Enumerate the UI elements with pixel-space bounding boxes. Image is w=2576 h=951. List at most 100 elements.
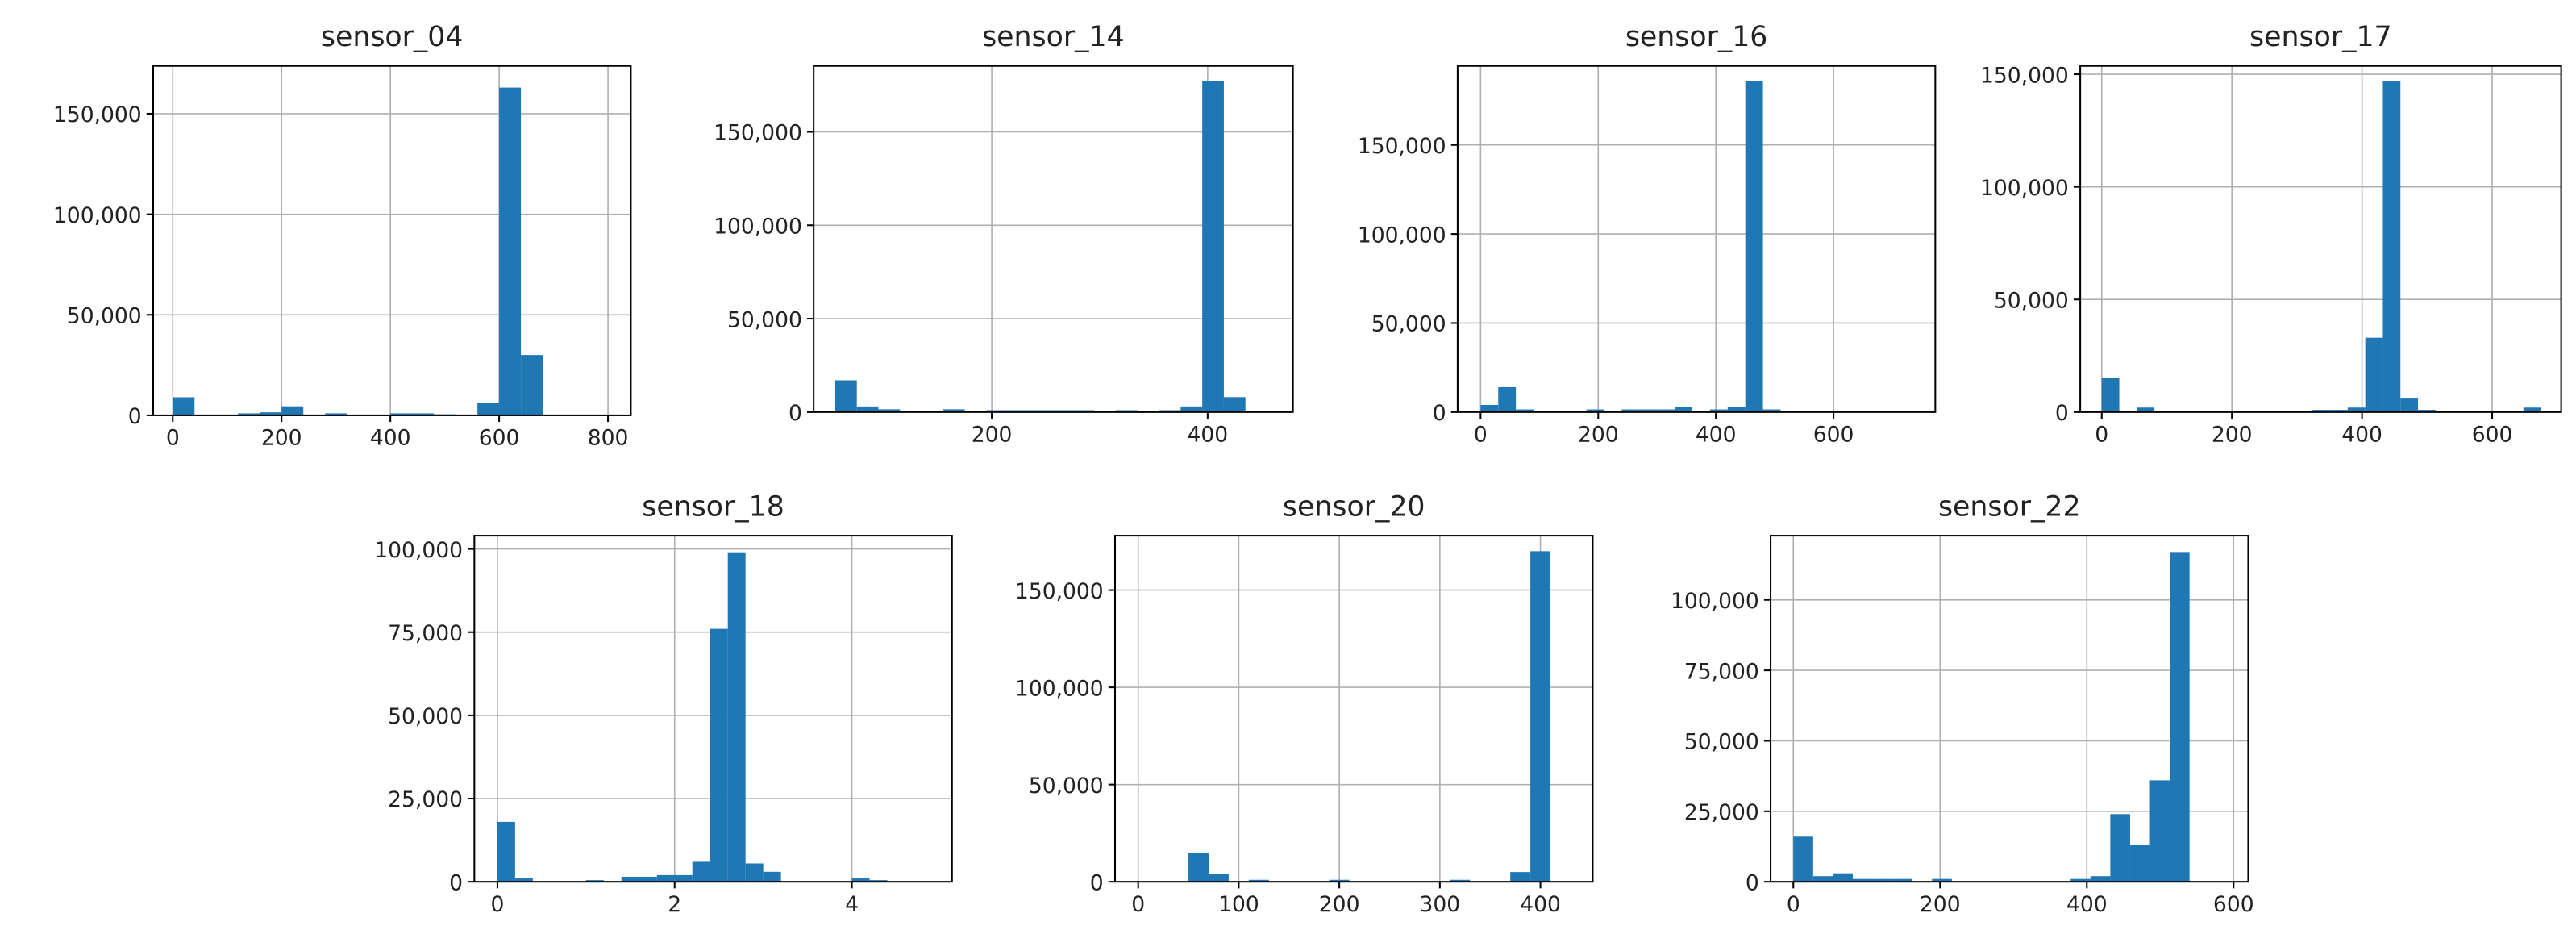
histogram-bar [477,403,500,415]
histogram-bar [260,412,282,415]
x-tick-label: 400 [370,426,411,451]
x-tick-label: 2 [668,892,681,917]
chart-title: sensor_22 [1938,491,2081,523]
x-tick-label: 0 [1474,423,1488,448]
histogram-bar [834,380,857,412]
histogram-bar [674,874,693,882]
x-tick-label: 0 [2095,423,2108,448]
histogram-bar [856,406,879,412]
y-tick-label: 150,000 [1358,134,1446,159]
y-tick-label: 50,000 [1994,288,2069,313]
chart-title: sensor_14 [982,21,1125,53]
subplot: 0 200 400 600 0 50,000 100,000 150,000 sensor_17 [1980,21,2562,448]
histogram-bar [1116,410,1138,412]
histogram-bar [2110,814,2130,882]
histogram-bar [869,880,888,882]
histogram-bar [1709,409,1728,412]
axes-frame [473,535,953,883]
y-tick-label: 25,000 [388,787,463,812]
y-tick-label: 0 [1746,870,1759,895]
histogram-bar [1727,407,1746,412]
histogram-bar [1188,853,1209,882]
histogram-bar [390,413,413,415]
y-tick-label: 150,000 [53,102,142,127]
histogram-bar [521,355,543,415]
histogram-bar [1586,409,1604,412]
x-tick-label: 600 [2472,423,2513,448]
histogram-bar [1498,386,1517,412]
x-tick-label: 400 [1188,423,1229,448]
histogram-bar [1051,410,1073,412]
histogram-bar [325,413,347,415]
histogram-bar [2070,878,2091,882]
histogram-bar [2365,337,2383,412]
histogram-bar [1248,879,1269,882]
y-tick-label: 100,000 [714,214,802,239]
histogram-bar [656,874,675,882]
axes-frame [1456,65,1937,413]
y-tick-label: 0 [1090,870,1104,895]
y-tick-label: 100,000 [1015,676,1104,701]
x-tick-label: 200 [972,423,1013,448]
chart-title: sensor_16 [1625,21,1768,53]
histogram-bar [1932,878,1952,882]
y-tick-label: 0 [449,870,463,895]
x-tick-label: 200 [2212,423,2253,448]
histogram-bar [1329,879,1350,882]
histogram-bar [1223,397,1246,412]
histogram-bar [1852,878,1873,882]
histogram-bar [173,397,195,415]
histogram-bar [943,409,965,412]
histogram-bar [2347,407,2366,412]
x-tick-label: 400 [1696,423,1737,448]
chart-title: sensor_04 [321,21,464,53]
y-tick-label: 150,000 [1015,579,1104,604]
y-tick-label: 50,000 [1371,312,1446,337]
subplot: 0 200 400 600 800 0 50,000 100,000 150,000 sensor… [53,21,632,451]
histogram-bar [2149,780,2170,882]
histogram-bar [1208,874,1229,882]
y-tick-label: 0 [1433,401,1446,426]
y-tick-label: 100,000 [1980,176,2069,201]
histogram-bar [745,863,764,882]
y-tick-label: 50,000 [1029,774,1104,799]
x-tick-label: 400 [2066,892,2108,917]
x-tick-label: 800 [588,426,629,451]
y-tick-label: 50,000 [727,307,802,332]
histogram-bar [499,87,522,415]
y-tick-label: 50,000 [1684,730,1759,755]
subplot: 0 200 400 600 0 25,000 50,000 75,000 100,000 sens… [1671,491,2254,917]
x-tick-label: 600 [1813,423,1854,448]
histogram-bar [2137,407,2155,412]
histogram-bar [2523,407,2541,412]
histogram-bar [1530,551,1551,882]
chart-title: sensor_17 [2249,21,2392,53]
histogram-bar [1833,873,1853,882]
histogram-bar [621,876,639,882]
histogram-bar [851,878,870,882]
x-tick-label: 0 [1787,892,1800,917]
x-tick-label: 600 [479,426,520,451]
y-tick-label: 100,000 [1671,589,1759,614]
y-tick-label: 100,000 [53,203,142,228]
y-tick-label: 150,000 [714,121,802,146]
histogram-bar [1480,405,1499,412]
histogram-bar [1516,409,1534,412]
histogram-bar [2400,398,2419,412]
x-tick-label: 200 [1319,892,1360,917]
y-tick-label: 50,000 [67,303,142,328]
histogram-bar [1159,410,1181,412]
histogram-bar [1892,878,1912,882]
histogram-bar [1793,836,1813,882]
histogram-bar [2330,410,2348,412]
y-tick-label: 0 [789,401,802,426]
subplot: 0 200 400 600 0 50,000 100,000 150,000 sensor_16 [1358,21,1937,448]
histogram-bar [497,821,515,882]
histogram-bar [1745,81,1763,412]
y-tick-label: 50,000 [388,704,463,729]
axes-frame [1113,535,1594,883]
histogram-bar [2101,377,2120,412]
axes-frame [813,65,1294,413]
histogram-bar [1621,409,1640,412]
x-tick-label: 100 [1218,892,1259,917]
